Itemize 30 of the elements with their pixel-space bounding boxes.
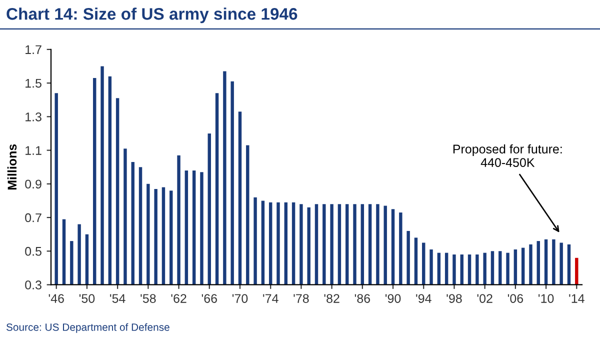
y-tick-label: 0.7	[25, 213, 42, 222]
x-tick-label: '90	[386, 294, 401, 303]
x-tick-label: '78	[294, 294, 309, 303]
y-tick-label: 1.3	[26, 112, 42, 122]
y-tick-label: 0.9	[25, 180, 42, 189]
y-tick-label: 1.7	[26, 45, 42, 54]
x-tick-label: '50	[79, 294, 95, 303]
y-tick-label: 1.1	[26, 146, 42, 155]
x-tick-label: '54	[110, 294, 126, 303]
x-tick-label: '06	[508, 294, 524, 303]
y-axis-title: Millions	[7, 144, 17, 190]
annotation: Proposed for future: 440-450K	[453, 144, 562, 167]
y-tick-label: 1.5	[26, 78, 42, 88]
x-tick-label: '86	[354, 294, 370, 303]
source-note: Source: US Department of Defense	[6, 323, 170, 333]
chart-title: Chart 14: Size of US army since 1946	[6, 8, 298, 24]
x-tick-label: '70	[232, 294, 248, 303]
y-tick-label: 0.3	[25, 280, 42, 290]
x-tick-label: '58	[140, 294, 156, 303]
x-tick-label: '94	[416, 294, 432, 303]
x-tick-label: '66	[202, 294, 217, 303]
x-tick-label: '82	[324, 294, 340, 303]
x-tick-label: '62	[171, 294, 186, 303]
x-tick-label: '02	[477, 294, 492, 303]
y-tick-label: 0.5	[25, 246, 42, 256]
x-tick-label: '74	[263, 294, 278, 303]
x-tick-label: '10	[538, 294, 554, 303]
x-tick-label: '14	[569, 294, 584, 303]
x-tick-label: '46	[48, 294, 64, 303]
x-tick-label: '98	[446, 294, 462, 303]
